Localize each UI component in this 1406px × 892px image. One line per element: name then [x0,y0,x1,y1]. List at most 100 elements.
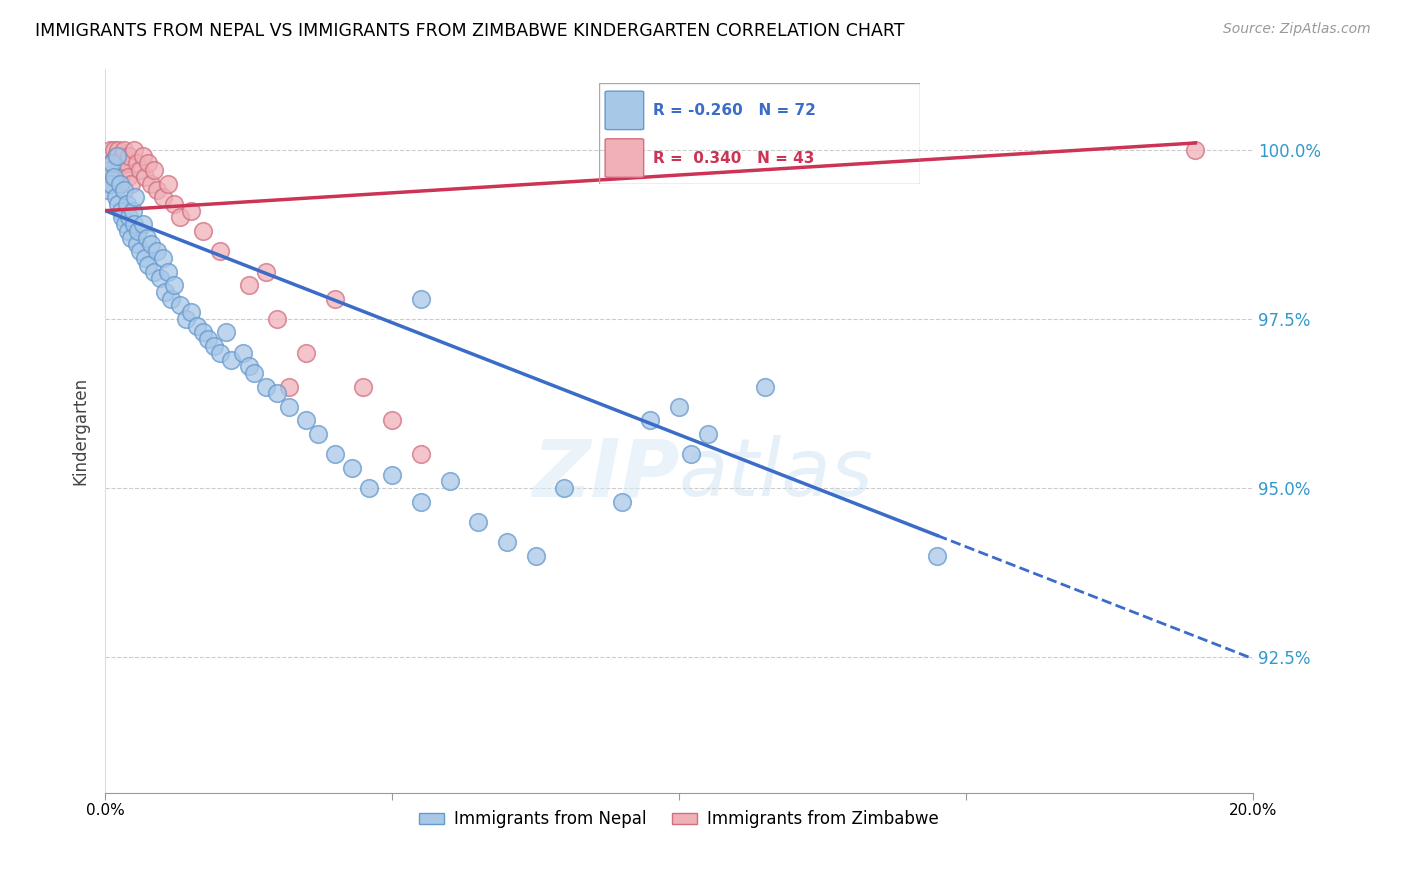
Point [115,197,138,211]
Point [754,379,776,393]
Point [134,169,156,184]
Point [668,400,690,414]
Point [381,413,404,427]
Point [295,413,318,427]
Point [610,494,633,508]
Point [107,197,129,211]
Text: Source: ZipAtlas.com: Source: ZipAtlas.com [1223,22,1371,37]
Point [155,285,177,299]
Point [163,197,186,211]
Point [221,352,243,367]
Point [112,183,135,197]
Point [143,163,166,178]
Point [186,318,208,333]
Point [118,211,141,225]
Point [409,292,432,306]
Point [254,379,277,393]
Point [215,326,238,340]
Point [131,217,153,231]
Point [157,177,180,191]
Point [134,251,156,265]
Point [208,244,231,259]
Point [104,149,127,163]
Point [323,447,346,461]
Point [112,143,135,157]
Point [121,203,143,218]
Point [117,224,139,238]
Point [152,190,174,204]
Point [98,143,121,157]
Point [97,183,120,197]
Point [143,264,166,278]
Text: ZIP: ZIP [531,435,679,513]
Point [139,237,162,252]
Point [232,345,254,359]
Point [108,156,131,170]
Point [254,264,277,278]
Point [295,345,318,359]
Point [409,494,432,508]
Point [157,264,180,278]
Point [100,156,122,170]
Point [174,312,197,326]
Point [146,244,169,259]
Point [191,326,214,340]
Point [111,149,134,163]
Point [191,224,214,238]
Text: 20.0%: 20.0% [1229,803,1277,818]
Point [124,190,146,204]
Point [125,156,148,170]
Text: IMMIGRANTS FROM NEPAL VS IMMIGRANTS FROM ZIMBABWE KINDERGARTEN CORRELATION CHART: IMMIGRANTS FROM NEPAL VS IMMIGRANTS FROM… [35,22,904,40]
Point [103,169,125,184]
Point [110,203,132,218]
Point [160,292,183,306]
Point [101,156,124,170]
Point [340,460,363,475]
Point [114,217,136,231]
Point [307,427,329,442]
Point [439,475,461,489]
Point [128,224,150,238]
Point [169,298,191,312]
Point [101,169,124,184]
Point [323,292,346,306]
Point [238,278,260,293]
Point [409,447,432,461]
Point [381,467,404,482]
Point [107,143,129,157]
Point [104,190,127,204]
Point [467,515,489,529]
Point [128,163,150,178]
Point [696,427,718,442]
Point [118,149,141,163]
Point [122,143,145,157]
Point [135,230,157,244]
Point [197,332,219,346]
Point [238,359,260,374]
Point [100,177,122,191]
Point [277,400,299,414]
Point [243,366,266,380]
Point [122,217,145,231]
Point [202,339,225,353]
Point [277,379,299,393]
Point [640,413,662,427]
Point [111,211,134,225]
Point [117,169,139,184]
Point [180,305,202,319]
Point [125,237,148,252]
Point [136,156,159,170]
Point [105,149,128,163]
Point [163,278,186,293]
Y-axis label: Kindergarten: Kindergarten [72,376,89,484]
Point [927,549,949,563]
Text: 0.0%: 0.0% [86,803,125,818]
Text: atlas: atlas [679,435,873,513]
Point [114,163,136,178]
Legend: Immigrants from Nepal, Immigrants from Zimbabwe: Immigrants from Nepal, Immigrants from Z… [413,804,945,835]
Point [105,163,128,178]
Point [128,244,150,259]
Point [131,149,153,163]
Point [679,447,702,461]
Point [146,183,169,197]
